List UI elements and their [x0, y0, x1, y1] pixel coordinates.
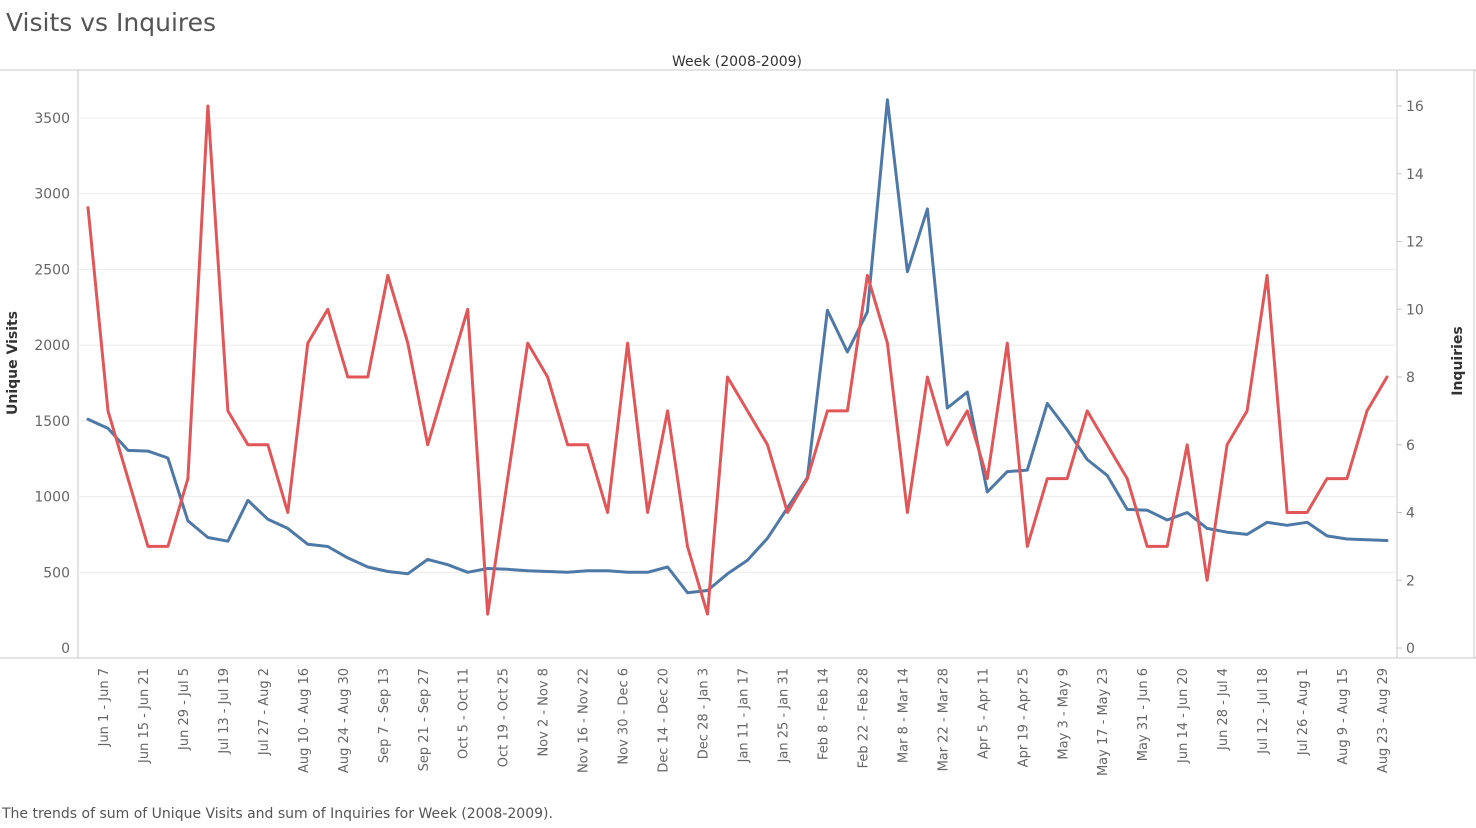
x-tick-label: May 17 - May 23	[1096, 668, 1111, 776]
x-tick-label: Aug 24 - Aug 30	[337, 668, 352, 773]
x-axis-ticks: Jun 1 - Jun 7 Jun 15 - Jun 21 Jun 29 - Jul…	[97, 668, 1391, 776]
page-title: Visits vs Inquires	[6, 8, 217, 37]
x-tick-label: Mar 22 - Mar 28	[936, 668, 951, 771]
x-tick-label: Oct 19 - Oct 25	[497, 668, 512, 767]
right-tick-label: 10	[1406, 302, 1424, 318]
x-tick-label: Dec 14 - Dec 20	[657, 668, 672, 773]
left-tick-label: 2500	[34, 262, 70, 278]
x-tick-label: Jul 27 - Aug 2	[257, 668, 272, 756]
series-lines	[86, 98, 1389, 616]
x-tick-label: Apr 19 - Apr 25	[1016, 668, 1031, 767]
x-tick-label: Nov 2 - Nov 8	[537, 668, 552, 757]
x-tick-label: Jun 14 - Jun 20	[1176, 668, 1191, 764]
x-tick-label: May 3 - May 9	[1056, 668, 1071, 760]
x-tick-label: Sep 21 - Sep 27	[417, 668, 432, 771]
x-tick-label: Dec 28 - Jan 3	[697, 668, 712, 759]
column-header: Week (2008-2009)	[672, 54, 802, 70]
x-tick-label: Jun 28 - Jul 4	[1216, 668, 1231, 751]
right-tick-label: 16	[1406, 99, 1424, 115]
right-tick-label: 2	[1406, 573, 1415, 589]
x-tick-label: Mar 8 - Mar 14	[896, 668, 911, 763]
gridlines	[78, 117, 1397, 573]
x-tick-label: Jul 12 - Jul 18	[1256, 668, 1271, 755]
x-tick-label: Jun 1 - Jun 7	[97, 668, 112, 747]
x-tick-label: Sep 7 - Sep 13	[377, 668, 392, 763]
left-tick-label: 2000	[34, 338, 70, 354]
left-tick-label: 1000	[34, 490, 70, 506]
x-tick-label: Jul 13 - Jul 19	[217, 668, 232, 755]
right-tick-label: 0	[1406, 641, 1415, 657]
x-tick-label: Jun 15 - Jun 21	[137, 668, 152, 764]
x-tick-label: Apr 5 - Apr 11	[976, 668, 991, 759]
right-tick-label: 8	[1406, 370, 1415, 386]
left-tick-label: 0	[61, 641, 70, 657]
x-tick-label: Nov 30 - Dec 6	[617, 668, 632, 765]
x-tick-label: Jul 26 - Aug 1	[1296, 668, 1311, 756]
right-axis-ticks: 0 2 4 6 8 10 12 14 16	[1397, 99, 1424, 657]
x-tick-label: Jan 11 - Jan 17	[737, 668, 752, 763]
x-tick-label: Feb 22 - Feb 28	[856, 668, 871, 768]
inquiries-line	[86, 104, 1389, 616]
x-tick-label: Aug 9 - Aug 15	[1336, 668, 1351, 765]
x-tick-label: Oct 5 - Oct 11	[457, 668, 472, 759]
right-tick-label: 4	[1406, 506, 1415, 522]
y-axis-title-left: Unique Visits	[5, 311, 21, 415]
chart-caption: The trends of sum of Unique Visits and s…	[2, 806, 553, 822]
left-tick-label: 3000	[34, 187, 70, 203]
left-axis-ticks: 0 500 1000 1500 2000 2500 3000 3500	[34, 111, 70, 657]
x-tick-label: Jun 29 - Jul 5	[177, 668, 192, 751]
right-tick-label: 12	[1406, 235, 1424, 251]
x-tick-label: Jan 25 - Jan 31	[777, 668, 792, 763]
x-tick-label: Aug 23 - Aug 29	[1376, 668, 1391, 773]
right-tick-label: 6	[1406, 438, 1415, 454]
left-tick-label: 1500	[34, 414, 70, 430]
y-axis-title-right: Inquiries	[1450, 326, 1466, 396]
right-tick-label: 14	[1406, 167, 1424, 183]
x-tick-label: Aug 10 - Aug 16	[297, 668, 312, 773]
x-tick-label: Nov 16 - Nov 22	[577, 668, 592, 773]
chart-frame	[0, 69, 1476, 659]
x-tick-label: May 31 - Jun 6	[1136, 668, 1151, 761]
x-tick-label: Feb 8 - Feb 14	[816, 668, 831, 760]
unique-visits-line	[86, 98, 1389, 595]
left-tick-label: 500	[43, 565, 70, 581]
left-tick-label: 3500	[34, 111, 70, 127]
